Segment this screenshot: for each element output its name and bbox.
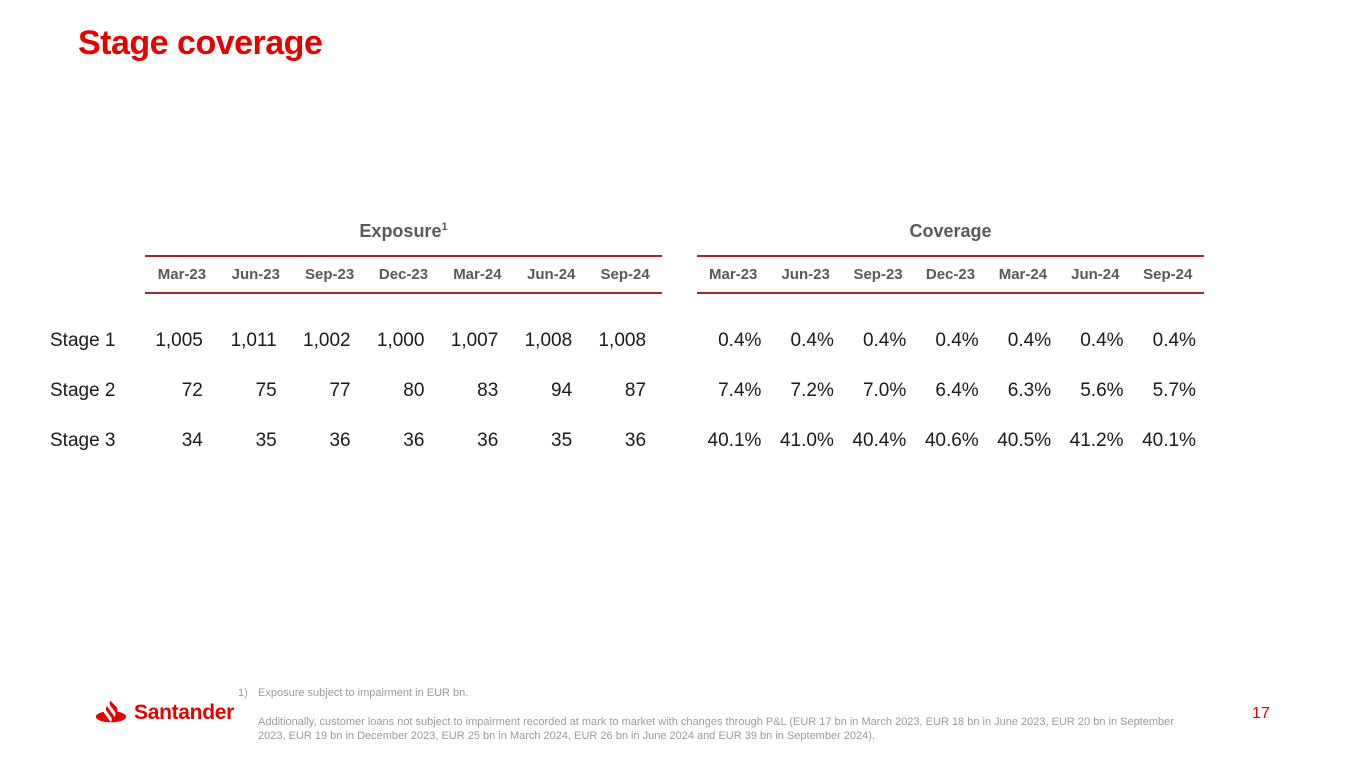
santander-logo-text: Santander [134, 700, 234, 724]
coverage-value: 0.4% [718, 330, 762, 351]
exposure-value: 34 [181, 430, 203, 451]
column-header: Dec-23 [378, 266, 429, 283]
column-header: Jun-24 [1071, 266, 1120, 283]
exposure-value: 1,008 [524, 330, 573, 351]
exposure-title-text: Exposure [359, 221, 442, 241]
exposure-value: 1,002 [303, 330, 351, 351]
coverage-value: 0.4% [935, 330, 979, 351]
exposure-value: 36 [624, 430, 647, 451]
coverage-value: 0.4% [862, 330, 907, 351]
coverage-table-title: Coverage [909, 221, 992, 241]
exposure-value: 80 [403, 380, 425, 401]
exposure-table-title: Exposure1 [145, 221, 662, 242]
exposure-column-headers: Mar-23 Jun-23 Sep-23 Dec-23 Mar-24 Jun-2… [145, 255, 662, 294]
exposure-value: 36 [403, 430, 425, 451]
column-header: Sep-24 [600, 266, 650, 283]
exposure-value: 72 [181, 380, 203, 401]
coverage-value: 41.0% [779, 430, 834, 451]
column-header: Mar-23 [157, 266, 207, 283]
exposure-value: 1,000 [376, 330, 425, 351]
row-label: Stage 3 [50, 430, 116, 451]
exposure-values-stage-2: 72 75 77 80 83 94 87 [145, 375, 662, 407]
column-header: Jun-24 [527, 266, 576, 283]
exposure-value: 1,007 [450, 330, 499, 351]
exposure-value: 94 [551, 380, 573, 401]
coverage-value: 0.4% [1080, 330, 1124, 351]
page-number: 17 [1252, 705, 1270, 722]
exposure-value: 77 [329, 380, 351, 401]
exposure-footnote-ref: 1 [441, 221, 448, 233]
column-header: Jun-23 [781, 266, 830, 283]
coverage-column-headers: Mar-23 Jun-23 Sep-23 Dec-23 Mar-24 Jun-2… [697, 255, 1204, 294]
column-header: Sep-24 [1143, 266, 1193, 283]
exposure-value: 87 [624, 380, 647, 401]
page-title: Stage coverage [78, 24, 323, 62]
coverage-value: 0.4% [1152, 330, 1196, 351]
footnote-line-1: Exposure subject to impairment in EUR bn… [258, 687, 469, 699]
exposure-values-stage-1: 1,005 1,011 1,002 1,000 1,007 1,008 1,00… [145, 325, 662, 357]
column-header: Mar-24 [453, 266, 502, 283]
column-header: Jun-23 [231, 266, 280, 283]
coverage-value: 40.6% [924, 430, 979, 451]
coverage-value: 6.4% [935, 380, 979, 401]
column-header: Mar-23 [709, 266, 758, 283]
row-label: Stage 1 [50, 330, 116, 351]
coverage-value: 5.6% [1080, 380, 1124, 401]
coverage-value: 7.4% [718, 380, 762, 401]
coverage-value: 7.2% [790, 380, 834, 401]
exposure-value: 83 [477, 380, 499, 401]
coverage-value: 7.0% [862, 380, 907, 401]
column-header: Dec-23 [925, 266, 976, 283]
footnote-marker: 1) [238, 687, 248, 699]
exposure-values-stage-3: 34 35 36 36 36 35 36 [145, 425, 662, 457]
exposure-value: 35 [255, 430, 277, 451]
coverage-value: 40.4% [852, 430, 907, 451]
exposure-value: 75 [255, 380, 277, 401]
santander-logo: Santander [92, 699, 234, 726]
coverage-value: 0.4% [1007, 330, 1052, 351]
column-header: Mar-24 [998, 266, 1048, 283]
coverage-values-stage-2: 7.4% 7.2% 7.0% 6.4% 6.3% 5.6% 5.7% [697, 375, 1204, 407]
exposure-value: 36 [477, 430, 499, 451]
coverage-value: 41.2% [1069, 430, 1124, 451]
coverage-value: 0.4% [790, 330, 834, 351]
coverage-value: 5.7% [1152, 380, 1196, 401]
coverage-values-stage-1: 0.4% 0.4% 0.4% 0.4% 0.4% 0.4% 0.4% [697, 325, 1204, 357]
column-header: Sep-23 [305, 266, 355, 283]
footnote-paragraph: Additionally, customer loans not subject… [258, 716, 1174, 742]
exposure-value: 1,005 [155, 330, 203, 351]
exposure-value: 36 [329, 430, 351, 451]
coverage-values-stage-3: 40.1% 41.0% 40.4% 40.6% 40.5% 41.2% 40.1… [697, 425, 1204, 457]
coverage-value: 40.1% [1142, 430, 1196, 451]
exposure-value: 35 [551, 430, 573, 451]
row-label: Stage 2 [50, 380, 116, 401]
coverage-value: 40.1% [707, 430, 762, 451]
coverage-value: 40.5% [997, 430, 1052, 451]
exposure-value: 1,011 [230, 330, 277, 351]
coverage-value: 6.3% [1007, 380, 1052, 401]
santander-flame-icon [95, 700, 127, 723]
exposure-value: 1,008 [598, 330, 647, 351]
column-header: Sep-23 [853, 266, 903, 283]
